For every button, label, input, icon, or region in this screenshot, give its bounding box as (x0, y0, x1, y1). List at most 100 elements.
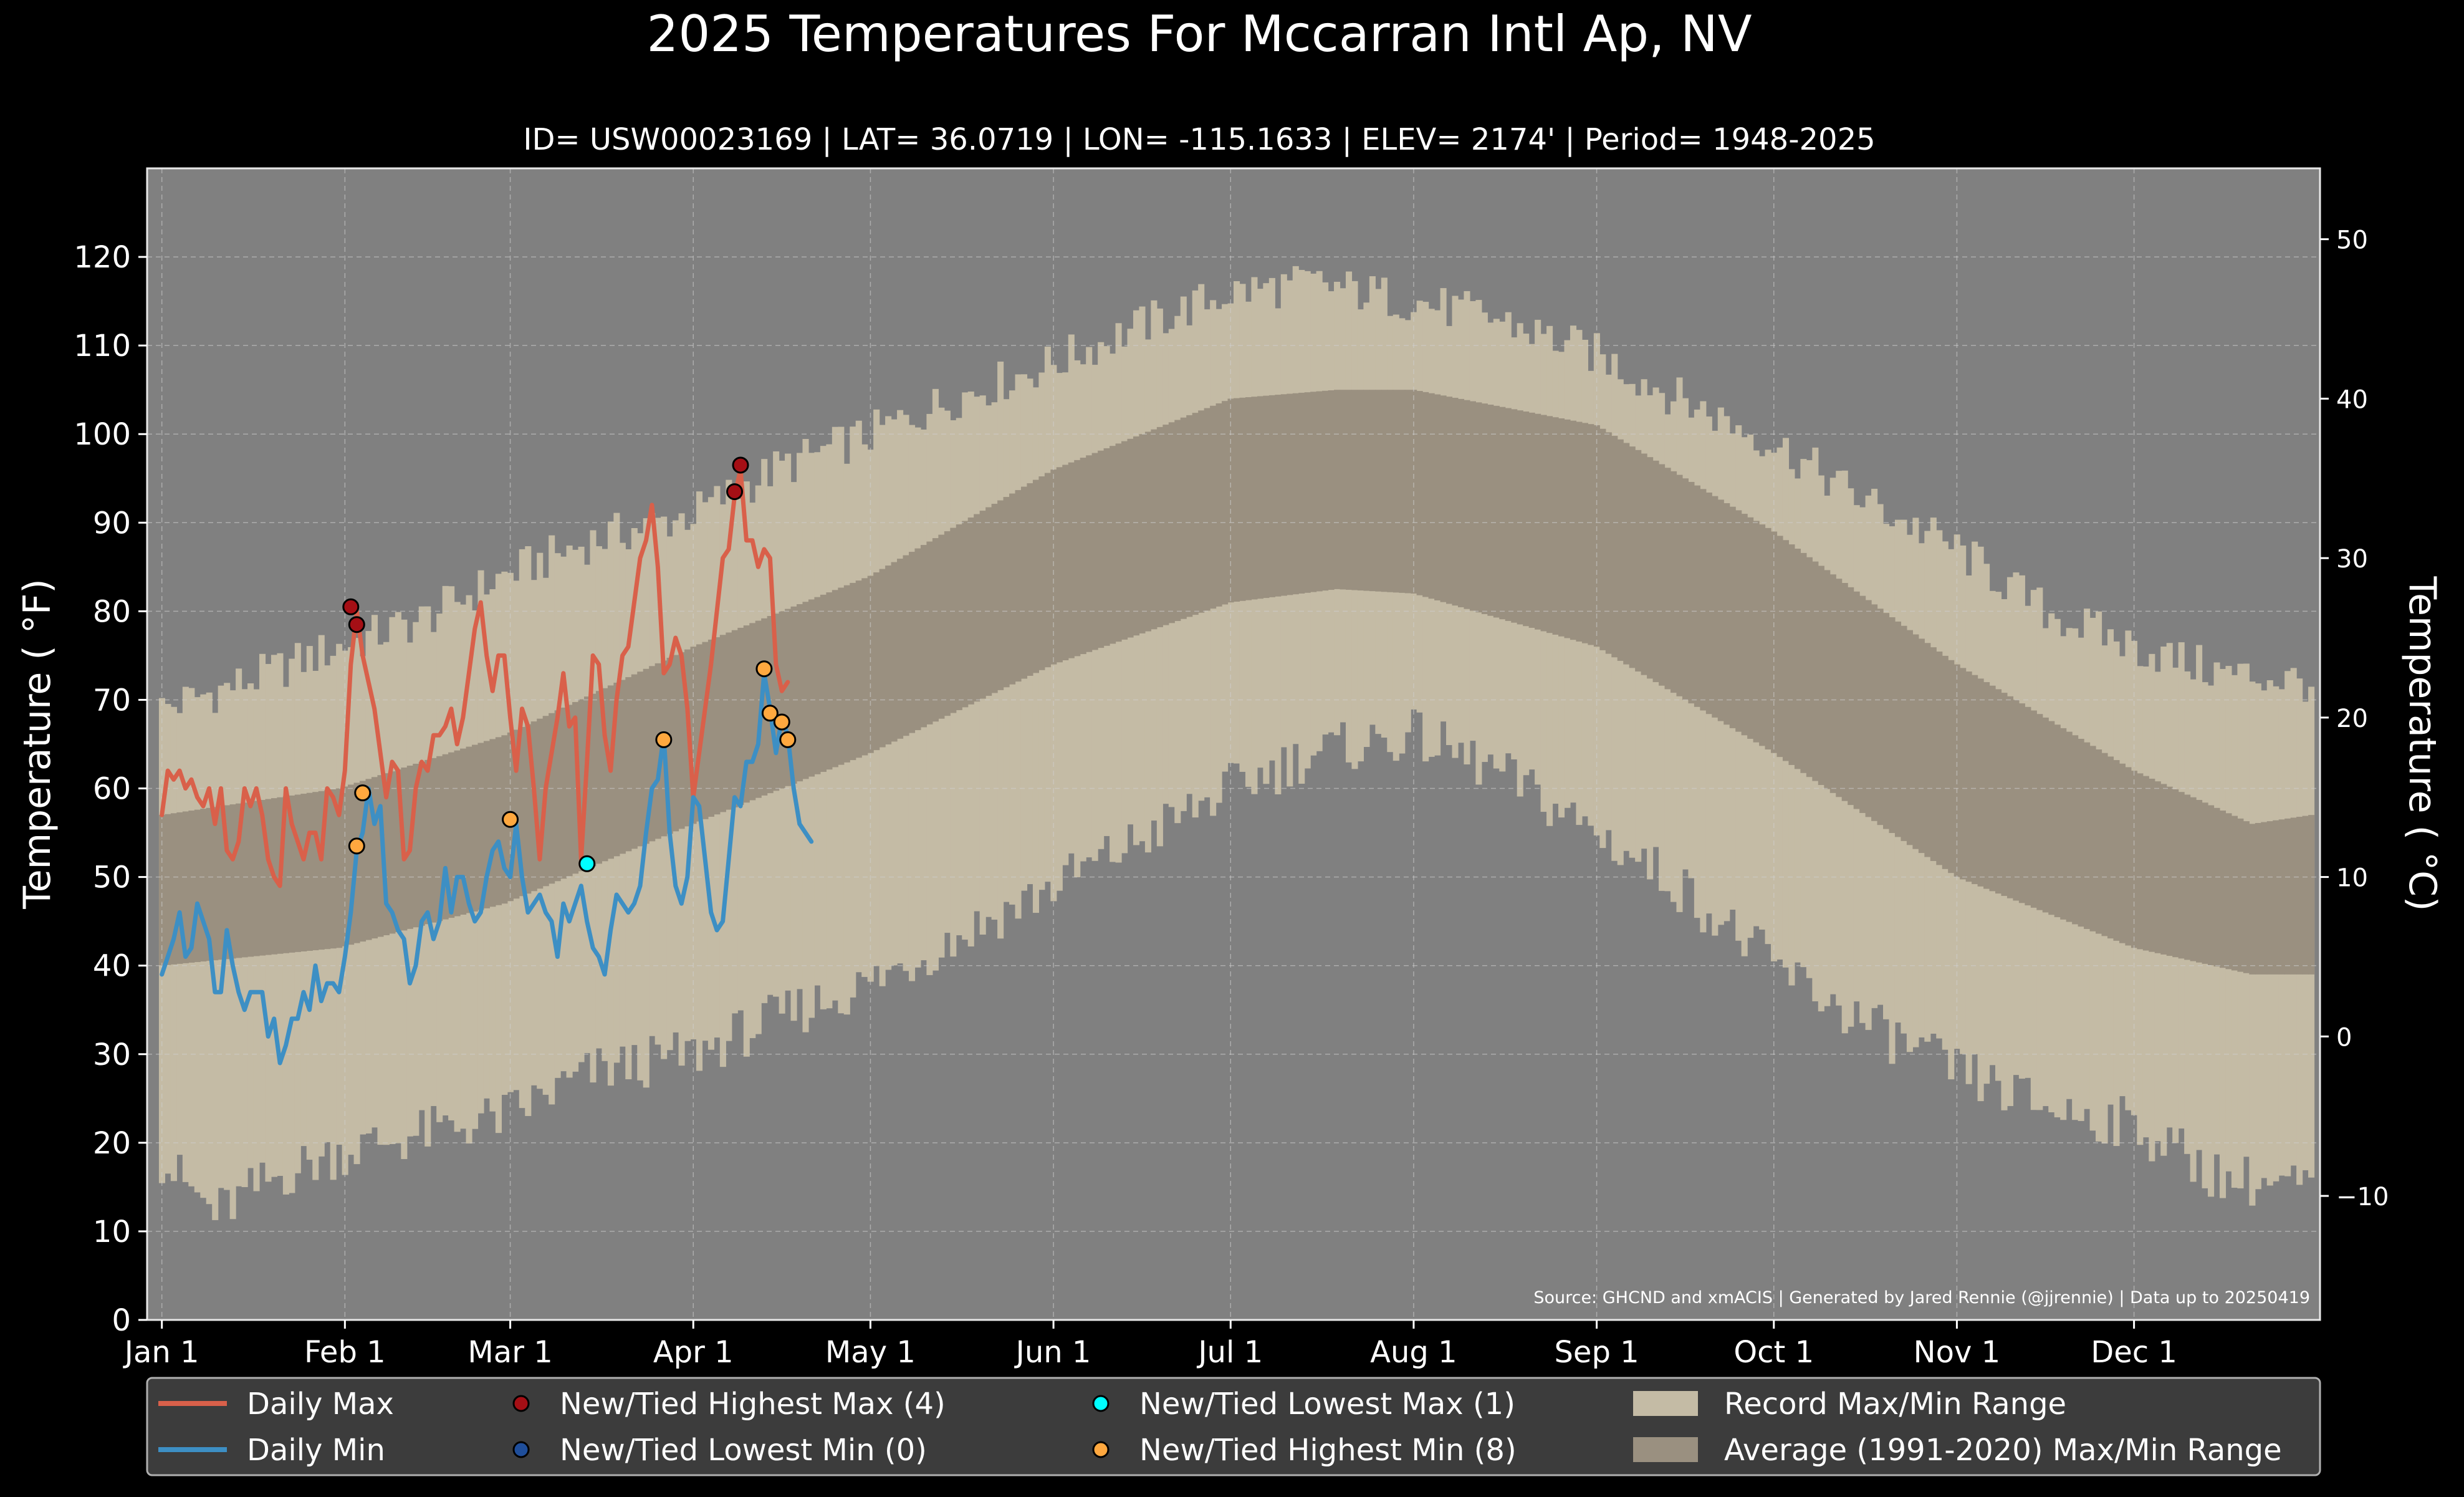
average-range-bar (843, 585, 850, 763)
average-range-bar (790, 606, 797, 784)
average-range-bar (1960, 668, 1967, 880)
y-axis-label-right: Temperature ( °C) (2400, 576, 2444, 912)
average-range-bar (2290, 817, 2297, 975)
average-range-bar (832, 590, 838, 768)
x-tick-label: Nov 1 (1914, 1335, 2000, 1370)
average-range-bar (1723, 503, 1730, 725)
legend-dot-swatch (512, 1441, 530, 1458)
average-range-bar (1871, 604, 1878, 821)
average-range-bar (2078, 738, 2084, 927)
average-range-bar (1198, 410, 1205, 613)
average-range-bar (808, 599, 815, 777)
average-range-bar (944, 531, 951, 716)
legend-box-swatch (1633, 1391, 1698, 1416)
average-range-bar (885, 566, 892, 744)
average-range-bar (170, 813, 177, 965)
average-range-bar (797, 604, 803, 782)
average-range-bar (891, 562, 898, 742)
y-tick-label: 60 (93, 772, 131, 807)
average-range-bar (1345, 390, 1353, 590)
average-range-bar (673, 655, 679, 832)
record-marker (354, 784, 372, 802)
average-range-bar (1694, 485, 1700, 707)
average-range-bar (1906, 630, 1913, 845)
y-tick-label: 30 (93, 1037, 131, 1072)
average-range-bar (654, 663, 661, 839)
average-range-bar (312, 792, 319, 951)
average-range-bar (956, 524, 962, 710)
average-range-bar (300, 794, 307, 951)
average-range-bar (1688, 481, 1695, 704)
average-range-bar (637, 671, 644, 847)
average-range-bar (773, 614, 780, 791)
average-range-bar (1103, 448, 1110, 646)
average-range-bar (1576, 421, 1583, 642)
average-range-bar (519, 726, 525, 897)
average-range-bar (1747, 517, 1754, 739)
average-range-bar (1759, 524, 1766, 746)
average-range-bar (1717, 499, 1724, 721)
y-tick-label: 20 (93, 1126, 131, 1161)
average-range-bar (2266, 821, 2273, 975)
average-range-bar (1340, 390, 1346, 590)
average-range-bar (1670, 471, 1677, 693)
y-tick-label: 50 (93, 860, 131, 895)
average-range-bar (306, 792, 313, 951)
average-range-bar (1812, 561, 1819, 781)
y-right-tick-label: 50 (2336, 226, 2368, 255)
record-markers (342, 456, 797, 872)
average-range-bar (1287, 393, 1293, 595)
daily-max-line (160, 467, 790, 888)
average-range-bar (602, 688, 608, 862)
average-range-bar (1535, 413, 1541, 630)
average-range-bar (1499, 407, 1506, 620)
average-range-bar (549, 713, 555, 884)
average-range-bar (649, 666, 656, 842)
average-range-bar (2255, 822, 2261, 975)
average-range-bar (1753, 521, 1760, 743)
average-range-bar (259, 800, 266, 956)
source-note: Source: GHCND and xmACIS | Generated by … (1533, 1288, 2310, 1307)
average-range-bar (1015, 490, 1022, 682)
average-range-bar (920, 545, 928, 728)
x-tick-label: Mar 1 (467, 1335, 552, 1370)
average-range-bar (224, 805, 231, 960)
average-range-bar (200, 809, 207, 962)
record-marker (773, 713, 790, 731)
average-range-bar (2149, 778, 2155, 952)
average-range-bar (1936, 652, 1943, 865)
average-range-bar (265, 799, 272, 955)
average-range-bar (1664, 468, 1671, 690)
average-range-bar (619, 680, 626, 854)
average-range-bar (1676, 474, 1683, 696)
plot-frame (146, 167, 2321, 1321)
average-range-bar (1918, 638, 1925, 854)
average-range-bar (838, 587, 845, 765)
average-range-bar (371, 777, 378, 939)
average-range-bar (1074, 460, 1081, 657)
average-range-bar (1629, 446, 1636, 668)
average-range-bar (365, 779, 372, 940)
average-range-bar (1369, 390, 1376, 592)
y-axis-left: 0 10 20 30 40 50 60 70 80 90 100 110 120 (74, 240, 147, 1338)
average-range-bar (1268, 395, 1275, 597)
average-range-bar (1829, 574, 1836, 793)
average-range-band (158, 390, 2315, 975)
average-range-bar (2219, 811, 2227, 968)
average-range-bar (1245, 397, 1252, 600)
x-tick-label: Sep 1 (1554, 1335, 1639, 1370)
average-range-bar (318, 791, 325, 950)
average-range-bar (1381, 390, 1388, 592)
average-range-bar (1659, 464, 1666, 686)
average-range-bar (1995, 689, 2002, 894)
average-range-bar (2036, 714, 2043, 910)
x-tick-label: Jun 1 (1014, 1335, 1091, 1370)
average-range-bar (1588, 424, 1594, 645)
average-range-bar (2048, 721, 2055, 915)
x-tick-label: Apr 1 (653, 1335, 734, 1370)
legend-label: Average (1991-2020) Max/Min Range (1724, 1433, 2282, 1468)
y-right-tick-label: 30 (2336, 545, 2368, 574)
average-range-bar (2225, 813, 2232, 970)
average-range-bar (1263, 395, 1270, 599)
average-range-bar (336, 788, 343, 948)
